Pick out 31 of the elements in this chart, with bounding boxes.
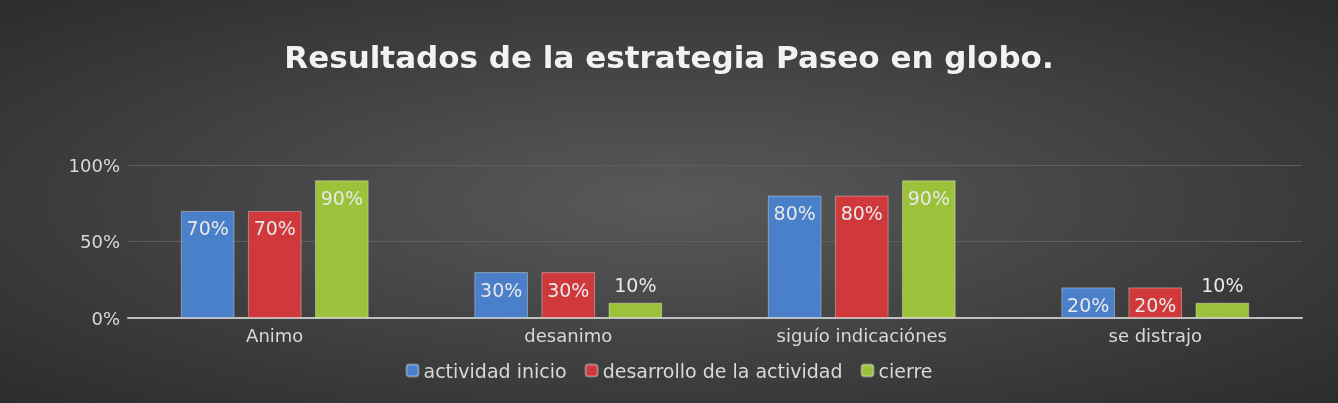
data-label: 80%: [773, 202, 816, 225]
y-tick-label: 50%: [79, 231, 120, 252]
bar: [1195, 302, 1250, 318]
legend-label: actividad inicio: [423, 359, 567, 382]
x-tick-label: siguío indicaciónes: [776, 324, 947, 346]
data-label: 30%: [547, 278, 590, 301]
x-tick-label: se distrajo: [1108, 324, 1202, 346]
bar: [767, 195, 822, 318]
data-label: 10%: [1201, 274, 1244, 297]
data-label: 70%: [186, 217, 229, 240]
data-label: 90%: [320, 186, 363, 209]
bar: [902, 180, 956, 318]
bar: [315, 180, 369, 318]
y-tick-label: 0%: [91, 307, 120, 329]
bar: [608, 302, 663, 318]
data-label: 10%: [614, 274, 657, 297]
data-label: 20%: [1067, 293, 1110, 316]
y-tick-label: 100%: [68, 154, 120, 176]
x-tick-label: Animo: [246, 324, 304, 346]
data-label: 20%: [1134, 293, 1177, 316]
bar: [834, 195, 889, 318]
legend-label: cierre: [878, 359, 933, 382]
x-tick-label: desanimo: [524, 324, 613, 346]
bar: [180, 210, 235, 318]
legend-label: desarrollo de la actividad: [602, 359, 843, 382]
data-label: 90%: [907, 186, 950, 209]
data-label: 80%: [840, 202, 883, 225]
data-label: 70%: [253, 217, 296, 240]
chart-title: Resultados de la estrategia Paseo en globo.: [284, 38, 1054, 75]
data-label: 30%: [480, 278, 523, 301]
bar: [247, 210, 302, 318]
